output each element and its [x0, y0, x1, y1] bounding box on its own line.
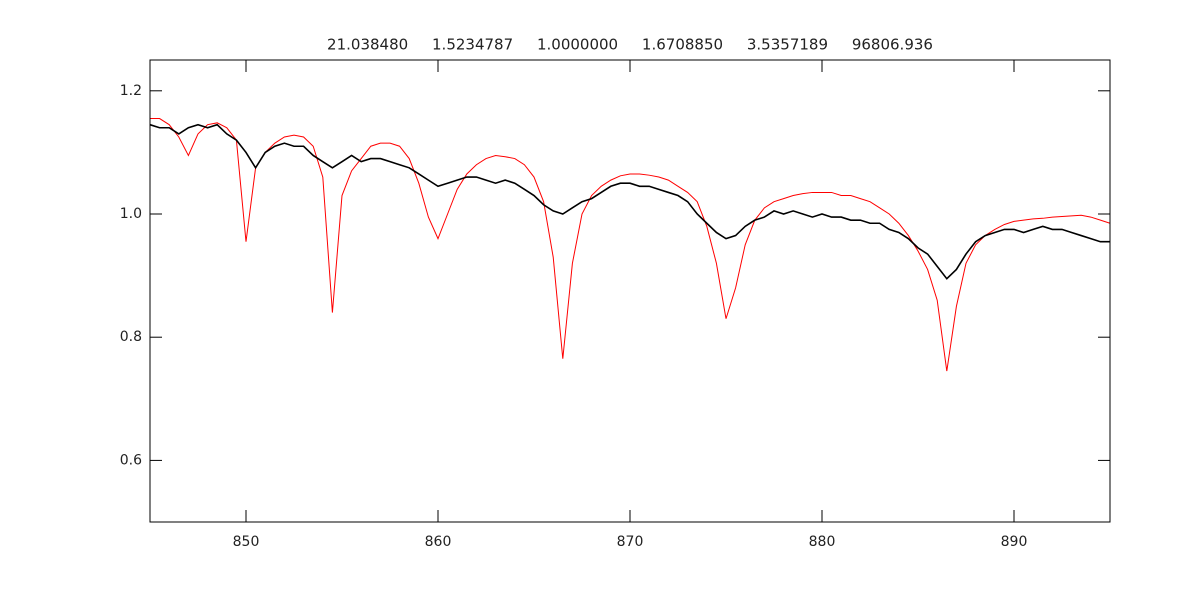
y-tick-label: 1.0	[120, 206, 142, 222]
x-tick-label: 870	[617, 534, 644, 550]
x-tick-label: 850	[233, 534, 260, 550]
chart-title: 21.038480 1.5234787 1.0000000 1.6708850 …	[327, 36, 933, 54]
y-tick-label: 0.6	[120, 452, 142, 468]
x-tick-label: 880	[809, 534, 836, 550]
x-tick-label: 890	[1001, 534, 1028, 550]
x-tick-label: 860	[425, 534, 452, 550]
y-tick-label: 0.8	[120, 329, 142, 345]
spectrum-line	[150, 118, 1111, 372]
y-tick-label: 1.2	[120, 83, 142, 99]
spectrum-line	[149, 123, 1110, 280]
